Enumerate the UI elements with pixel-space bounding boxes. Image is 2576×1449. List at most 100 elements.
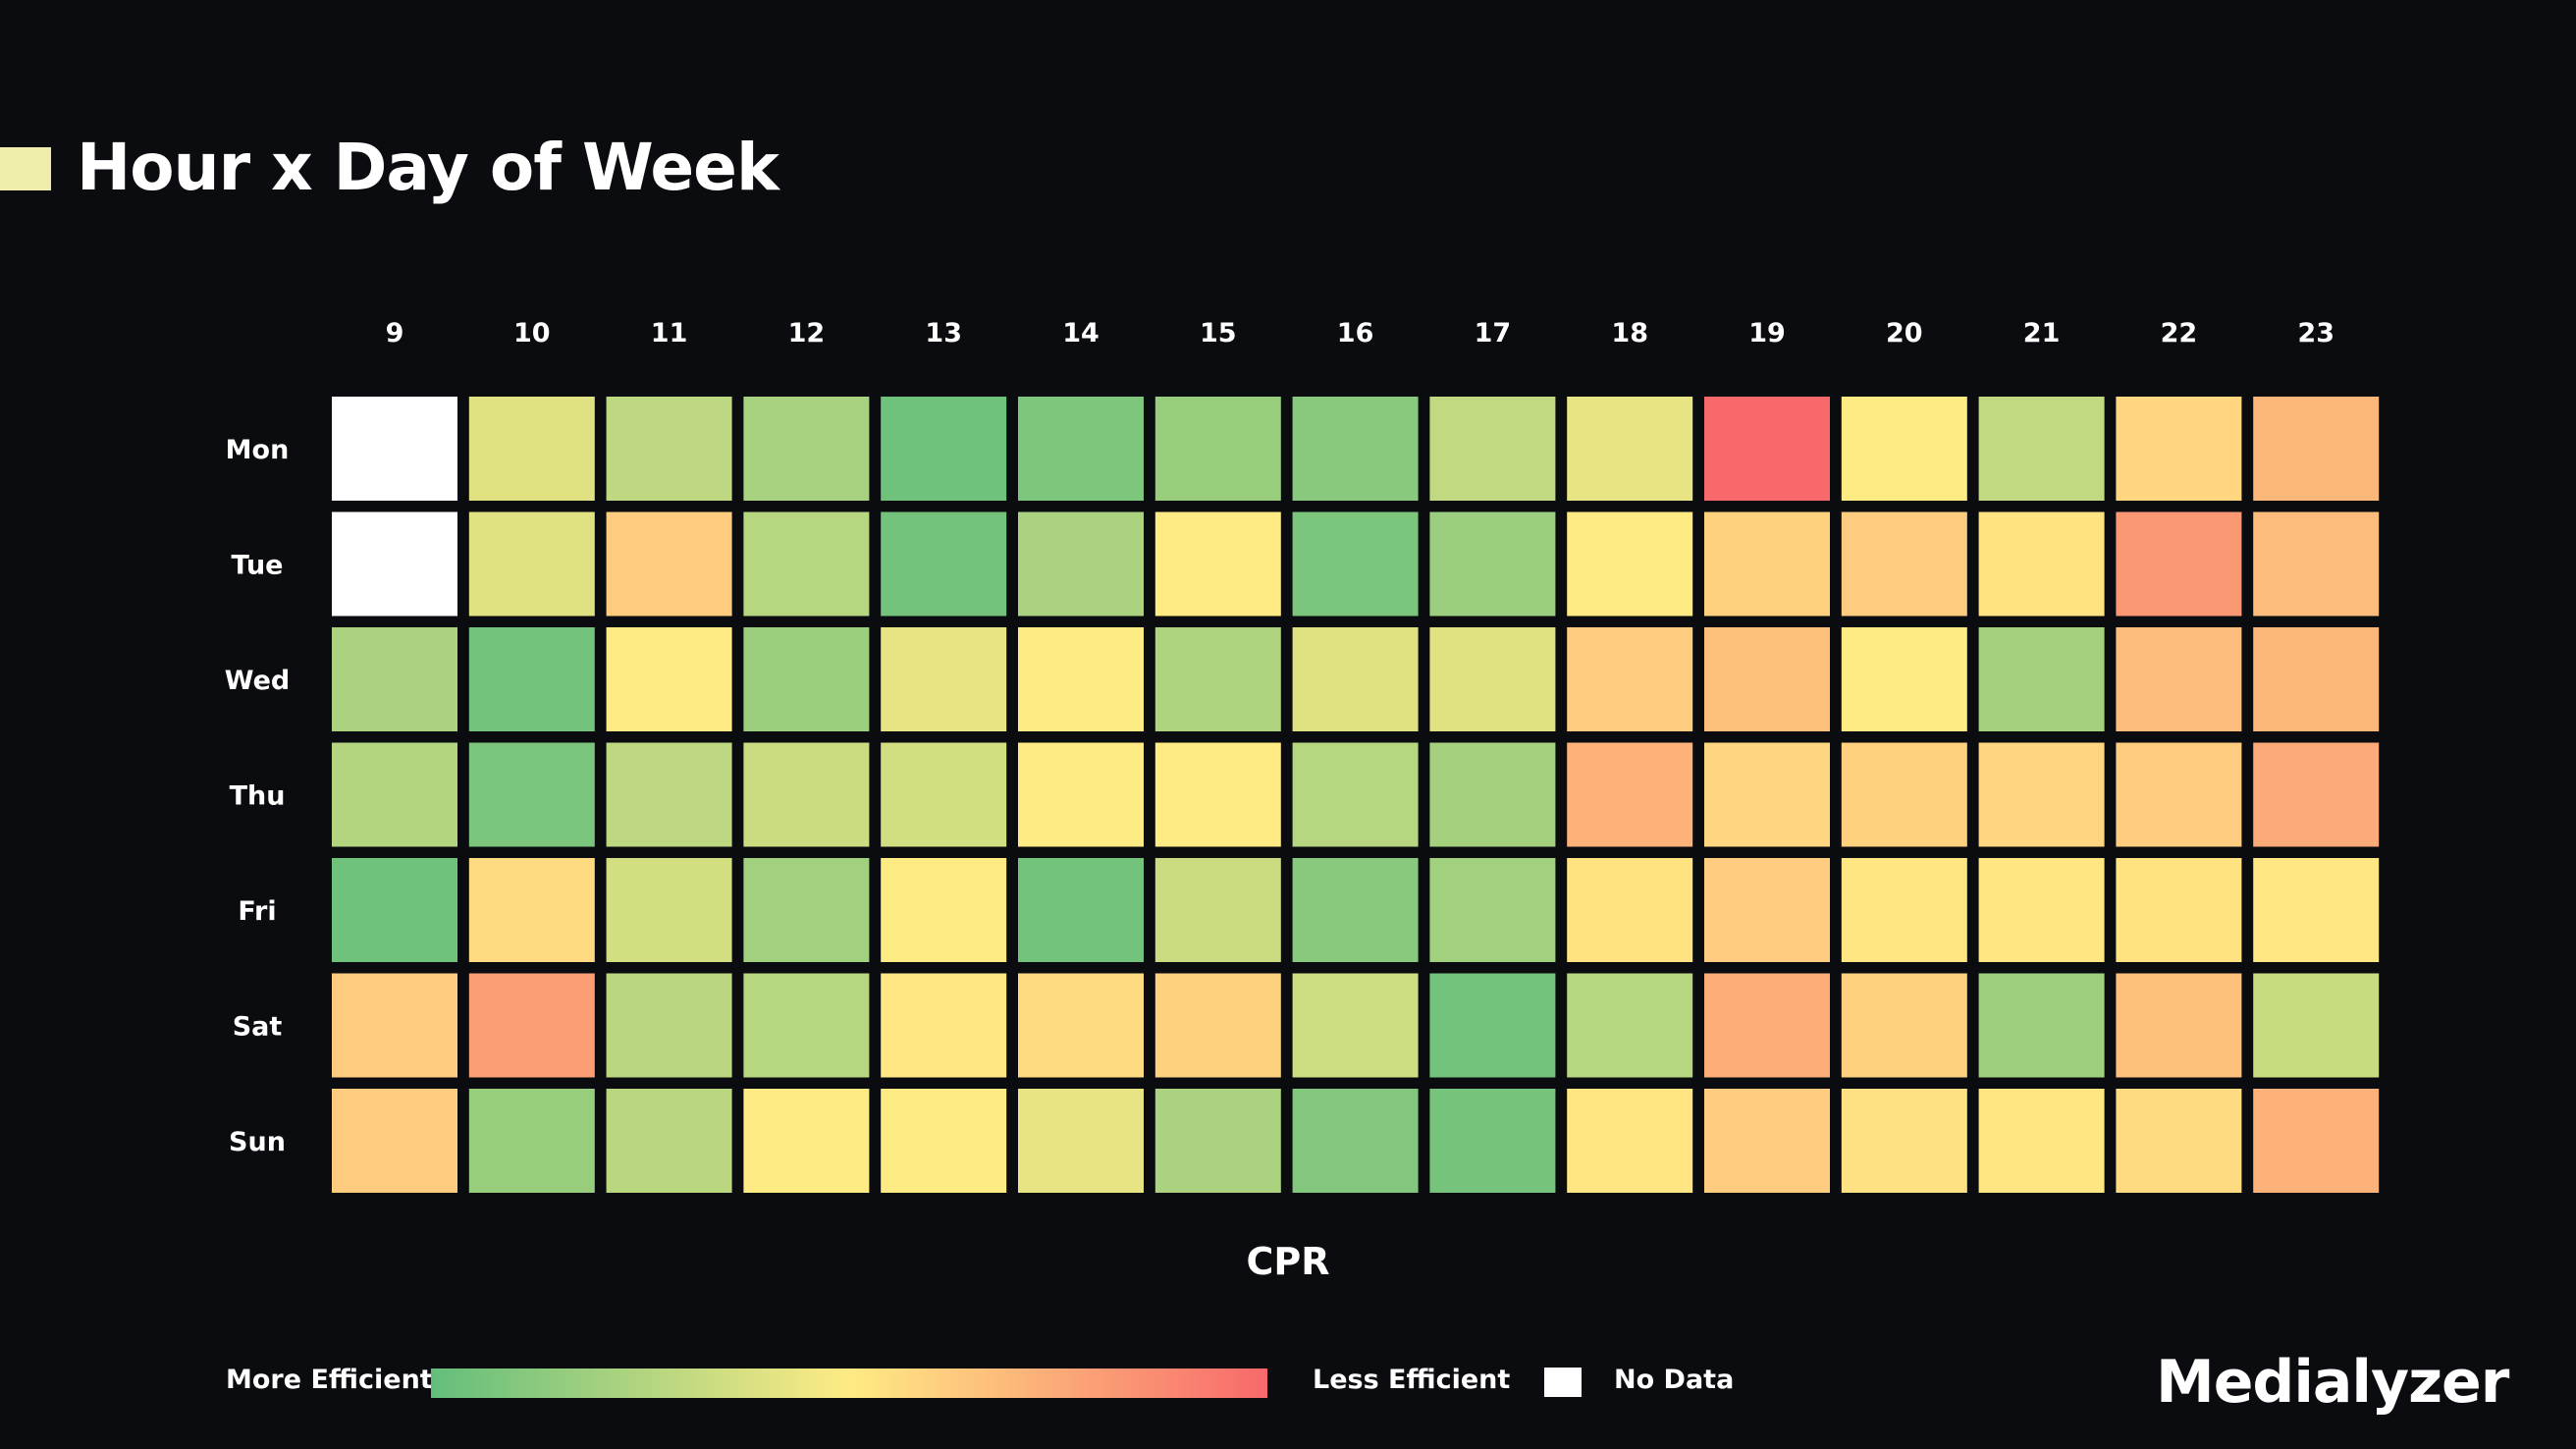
brand-name: Medialyzer bbox=[2156, 1348, 2509, 1417]
heatmap-cell bbox=[1841, 742, 1967, 847]
heatmap-cell bbox=[1292, 511, 1419, 617]
heatmap-cell bbox=[1704, 397, 1830, 501]
heatmap-cell bbox=[606, 973, 732, 1078]
heatmap-cell bbox=[2116, 973, 2242, 1078]
no-data-swatch bbox=[1544, 1368, 1582, 1397]
heatmap-cell bbox=[881, 1089, 1007, 1193]
heatmap-cell bbox=[332, 742, 457, 847]
heatmap-cell bbox=[1292, 858, 1419, 962]
heatmap-cell bbox=[881, 511, 1007, 617]
heatmap-cell bbox=[1841, 973, 1967, 1078]
heatmap-cell bbox=[1978, 627, 2105, 731]
heatmap-cell bbox=[1018, 511, 1144, 617]
heatmap-cell bbox=[2253, 973, 2380, 1078]
heatmap-cell bbox=[881, 742, 1007, 847]
heatmap-cell bbox=[1018, 858, 1144, 962]
heatmap-cell bbox=[1154, 742, 1281, 847]
color-legend: More Efficient Less Efficient No Data bbox=[0, 1355, 2576, 1414]
legend-high-label: Less Efficient bbox=[1313, 1365, 1511, 1395]
heatmap-cell bbox=[1429, 627, 1556, 731]
heatmap-cell bbox=[1841, 858, 1967, 962]
x-tick-label: 13 bbox=[925, 318, 962, 349]
heatmap-cell bbox=[2116, 397, 2242, 501]
x-tick-label: 19 bbox=[1748, 318, 1786, 349]
heatmap-cell bbox=[2253, 742, 2380, 847]
heatmap-cell bbox=[1429, 973, 1556, 1078]
heatmap-cell bbox=[606, 1089, 732, 1193]
heatmap-cell bbox=[606, 858, 732, 962]
y-tick-label: Sun bbox=[229, 1127, 286, 1157]
heatmap-cell bbox=[2116, 511, 2242, 617]
heatmap-cell bbox=[1429, 1089, 1556, 1193]
heatmap-cell bbox=[1567, 511, 1693, 617]
heatmap-cell bbox=[1429, 742, 1556, 847]
x-tick-label: 18 bbox=[1611, 318, 1648, 349]
heatmap-cell bbox=[1154, 627, 1281, 731]
heatmap-cell bbox=[1567, 1089, 1693, 1193]
heatmap-cell bbox=[881, 973, 1007, 1078]
heatmap-cell bbox=[881, 397, 1007, 501]
heatmap-cell bbox=[332, 1089, 457, 1193]
heatmap-cell bbox=[1704, 511, 1830, 617]
heatmap-cell bbox=[1018, 742, 1144, 847]
heatmap-cell bbox=[2116, 858, 2242, 962]
heatmap-cell bbox=[1841, 397, 1967, 501]
heatmap-cell bbox=[1978, 742, 2105, 847]
x-tick-label: 23 bbox=[2297, 318, 2334, 349]
heatmap-cell bbox=[2253, 858, 2380, 962]
heatmap-cell bbox=[2253, 397, 2380, 501]
heatmap-cell bbox=[1018, 397, 1144, 501]
x-tick-label: 16 bbox=[1337, 318, 1374, 349]
heatmap-cell bbox=[1292, 1089, 1419, 1193]
heatmap-cell bbox=[332, 858, 457, 962]
title-marker bbox=[0, 147, 51, 190]
heatmap-cell bbox=[1292, 973, 1419, 1078]
heatmap-cell bbox=[1704, 973, 1830, 1078]
heatmap-cell bbox=[2116, 742, 2242, 847]
x-tick-label: 9 bbox=[386, 318, 404, 349]
x-tick-label: 20 bbox=[1886, 318, 1923, 349]
heatmap-cell bbox=[743, 627, 870, 731]
heatmap-cell bbox=[1429, 397, 1556, 501]
heatmap-cell bbox=[468, 627, 595, 731]
x-axis-title: CPR bbox=[1246, 1240, 1330, 1283]
x-tick-label: 15 bbox=[1200, 318, 1237, 349]
heatmap-cell bbox=[1567, 742, 1693, 847]
heatmap-cell bbox=[606, 511, 732, 617]
heatmap-cell bbox=[1154, 1089, 1281, 1193]
heatmap-cell bbox=[1292, 742, 1419, 847]
heatmap-cell bbox=[1567, 627, 1693, 731]
heatmap-cell bbox=[1841, 1089, 1967, 1193]
x-tick-label: 12 bbox=[788, 318, 826, 349]
legend-gradient-bar bbox=[431, 1368, 1267, 1398]
heatmap-cell bbox=[881, 627, 1007, 731]
heatmap-cell bbox=[1841, 627, 1967, 731]
heatmap-cell bbox=[743, 973, 870, 1078]
heatmap-cell bbox=[1018, 1089, 1144, 1193]
heatmap-cell bbox=[881, 858, 1007, 962]
brand-logo: Medialyzer bbox=[2156, 1343, 2519, 1422]
heatmap-cell bbox=[468, 397, 595, 501]
heatmap-cell bbox=[332, 973, 457, 1078]
heatmap-cell bbox=[1841, 511, 1967, 617]
heatmap-cell bbox=[1704, 858, 1830, 962]
y-tick-label: Tue bbox=[232, 551, 284, 581]
heatmap-cell bbox=[2116, 1089, 2242, 1193]
heatmap-cell bbox=[1978, 858, 2105, 962]
heatmap-cell bbox=[606, 742, 732, 847]
heatmap-cell bbox=[1978, 511, 2105, 617]
x-tick-label: 17 bbox=[1475, 318, 1512, 349]
no-data-label: No Data bbox=[1614, 1365, 1735, 1395]
heatmap-cell bbox=[743, 1089, 870, 1193]
x-tick-label: 14 bbox=[1062, 318, 1100, 349]
legend-low-label: More Efficient bbox=[226, 1365, 433, 1395]
heatmap-cell bbox=[1154, 397, 1281, 501]
heatmap-cell bbox=[1154, 858, 1281, 962]
heatmap-cell bbox=[1429, 511, 1556, 617]
heatmap-cell-no-data bbox=[332, 511, 457, 617]
heatmap-cell bbox=[1567, 858, 1693, 962]
heatmap-cell bbox=[332, 627, 457, 731]
heatmap-cell bbox=[2253, 627, 2380, 731]
heatmap-cell bbox=[1018, 973, 1144, 1078]
